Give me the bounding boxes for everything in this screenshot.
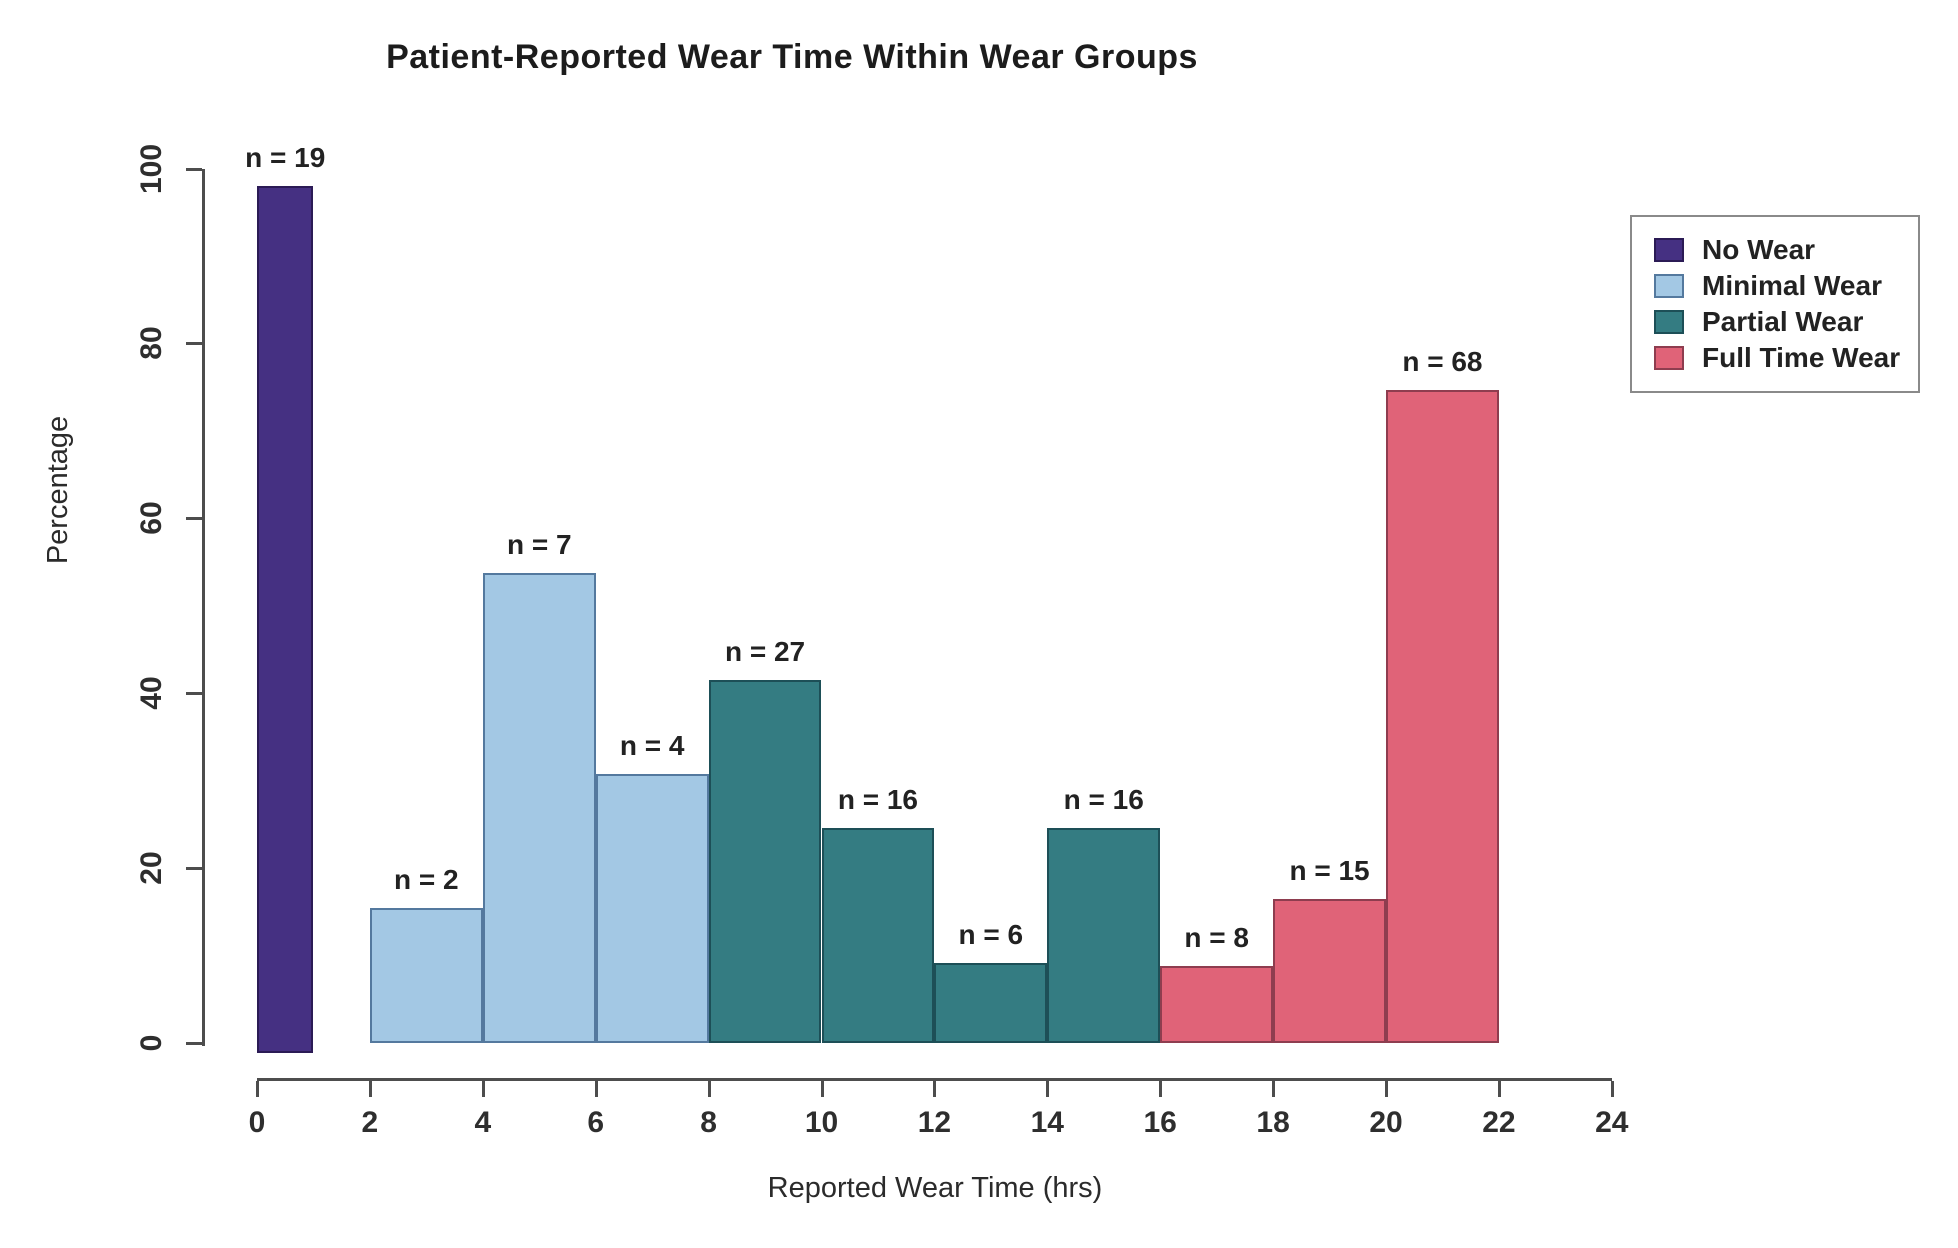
x-tick [481, 1081, 485, 1097]
y-tick-label: 20 [135, 851, 168, 885]
y-tick [186, 692, 202, 696]
histogram-bar [1273, 898, 1386, 1043]
histogram-bar [257, 185, 314, 1053]
x-tick [820, 1081, 824, 1097]
legend-label: Minimal Wear [1702, 270, 1882, 301]
x-tick [594, 1081, 598, 1097]
legend-label: Full Time Wear [1702, 342, 1901, 373]
x-tick [368, 1081, 372, 1097]
x-tick-label: 20 [1369, 1106, 1403, 1139]
x-axis-title: Reported Wear Time (hrs) [767, 1172, 1103, 1204]
x-tick [1046, 1081, 1050, 1097]
histogram-bar [1386, 389, 1499, 1043]
bar-count-label: n = 68 [1402, 345, 1483, 377]
bar-count-label: n = 15 [1289, 854, 1370, 886]
bar-count-label: n = 4 [619, 729, 685, 761]
x-tick-label: 0 [248, 1106, 266, 1139]
x-tick [933, 1081, 937, 1097]
y-tick [186, 167, 202, 171]
legend-label: No Wear [1702, 234, 1816, 265]
bar-count-label: n = 8 [1184, 922, 1249, 954]
bar-count-label: n = 19 [245, 141, 326, 173]
x-tick [1610, 1081, 1614, 1097]
legend-label: Partial Wear [1702, 306, 1864, 337]
histogram-bar [595, 773, 709, 1043]
x-tick-label: 10 [804, 1106, 839, 1139]
y-tick [186, 342, 202, 346]
x-tick [1497, 1081, 1501, 1097]
x-tick-label: 2 [361, 1106, 379, 1139]
legend: No Wear Minimal Wear Partial Wear Full Time… [1630, 215, 1920, 393]
histogram-bar [369, 908, 483, 1043]
x-tick-label: 16 [1143, 1106, 1177, 1139]
x-tick [1385, 1081, 1388, 1097]
legend-item: Full Time Wear [1654, 340, 1918, 376]
x-axis-line [257, 1078, 1612, 1081]
histogram-bar [1160, 966, 1274, 1043]
legend-swatch [1654, 346, 1684, 370]
x-tick-label: 8 [700, 1106, 717, 1139]
legend-swatch [1654, 274, 1684, 298]
legend-item: Partial Wear [1654, 304, 1918, 340]
y-axis-line [202, 168, 205, 1046]
x-tick-label: 14 [1030, 1106, 1064, 1139]
histogram-bar [1047, 827, 1161, 1043]
bar-count-label: n = 7 [506, 528, 572, 560]
y-tick [186, 1042, 202, 1045]
histogram-bar [821, 827, 935, 1043]
histogram-bar [708, 680, 822, 1043]
chart-title: Patient-Reported Wear Time Within Wear G… [386, 38, 1198, 76]
legend-item: No Wear [1654, 232, 1918, 268]
histogram-bar [934, 962, 1048, 1043]
y-tick-label: 80 [135, 326, 168, 361]
x-tick [1159, 1081, 1163, 1097]
x-tick-label: 4 [474, 1106, 492, 1139]
bar-count-label: n = 2 [394, 864, 459, 896]
bar-count-label: n = 16 [837, 783, 919, 815]
x-tick [256, 1081, 259, 1097]
y-tick-label: 100 [135, 143, 168, 194]
legend-item: Minimal Wear [1654, 268, 1918, 304]
y-tick-label: 0 [135, 1034, 168, 1052]
x-tick-label: 12 [917, 1106, 952, 1139]
x-tick-label: 22 [1482, 1106, 1516, 1139]
y-axis-title: Percentage [42, 415, 74, 565]
y-tick-label: 40 [135, 676, 168, 710]
y-tick [186, 867, 202, 871]
bar-count-label: n = 16 [1063, 783, 1144, 815]
x-tick-label: 6 [587, 1106, 605, 1139]
y-tick-label: 60 [135, 501, 168, 535]
histogram-bar [482, 572, 596, 1043]
x-tick [1272, 1081, 1276, 1097]
legend-swatch [1654, 310, 1684, 334]
x-tick-label: 24 [1595, 1106, 1629, 1139]
x-tick-label: 18 [1256, 1106, 1290, 1139]
y-tick [186, 517, 202, 521]
bar-count-label: n = 27 [724, 636, 806, 668]
bar-count-label: n = 6 [958, 918, 1024, 950]
x-tick [707, 1081, 711, 1097]
legend-swatch [1654, 238, 1684, 262]
